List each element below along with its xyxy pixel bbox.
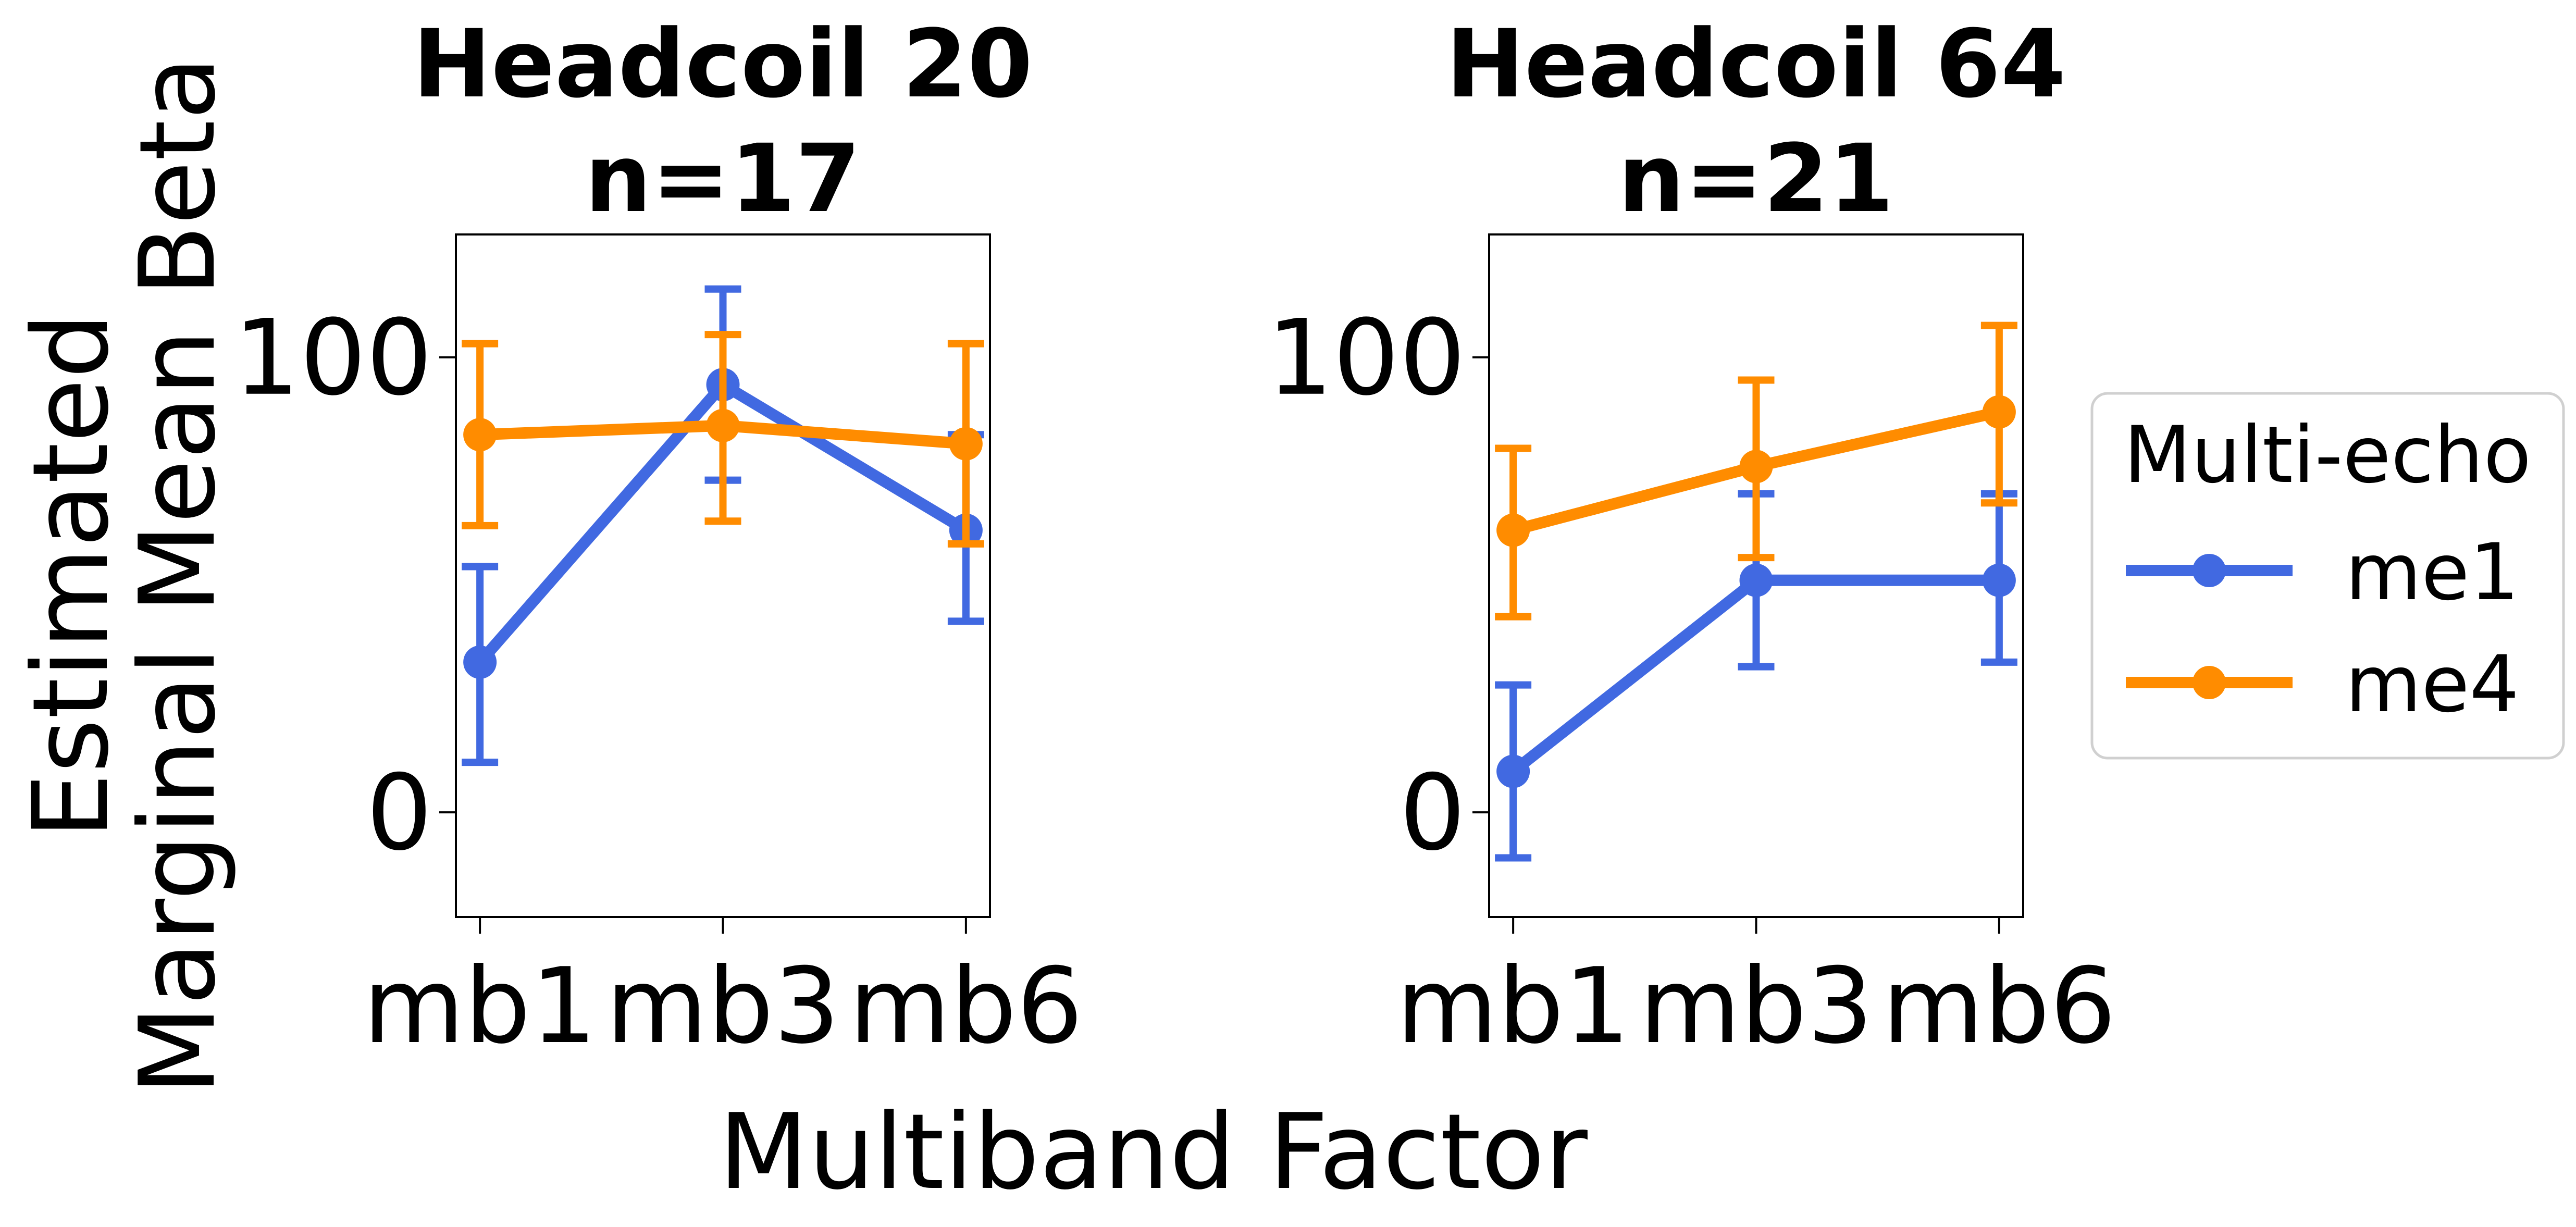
data-point-me4	[463, 418, 497, 452]
legend-entry-me1: me1	[2126, 527, 2519, 618]
data-point-me1	[463, 645, 497, 679]
legend: Multi-echo me1 me4	[2090, 392, 2565, 760]
data-point-me4	[1496, 513, 1530, 547]
legend-marker-me1	[2193, 554, 2226, 587]
y-axis-label-line1: Estimated	[10, 313, 132, 839]
data-point-me4	[1739, 450, 1773, 484]
data-marks	[1495, 321, 2017, 862]
legend-entry-me4: me4	[2126, 639, 2519, 730]
axis-ticks: 0 100 mb1 mb3 mb6	[233, 298, 1083, 1067]
y-tick-label: 100	[233, 298, 432, 419]
legend-label-me1: me1	[2345, 527, 2519, 618]
panel-title-line2: n=21	[1618, 125, 1893, 233]
data-point-me4	[706, 408, 740, 442]
data-point-me4	[949, 427, 983, 461]
x-tick-label: mb3	[606, 946, 840, 1067]
legend-label-me4: me4	[2345, 639, 2519, 730]
panel-title-line2: n=17	[585, 125, 860, 233]
y-tick-label: 0	[1400, 752, 1466, 874]
legend-title: Multi-echo	[2124, 410, 2531, 501]
panel-title-line1: Headcoil 20	[413, 10, 1033, 119]
data-point-me1	[1496, 754, 1530, 788]
data-point-me1	[1982, 563, 2016, 597]
data-point-me4	[1982, 395, 2016, 429]
panel-headcoil-20: Headcoil 20 n=17 0 100 mb1 mb3 mb6	[233, 10, 1083, 1067]
x-tick-label: mb6	[1882, 946, 2116, 1067]
x-tick-label: mb6	[849, 946, 1083, 1067]
legend-marker-me4	[2193, 666, 2226, 699]
panel-title-line1: Headcoil 64	[1446, 10, 2066, 119]
x-tick-label: mb1	[363, 946, 597, 1067]
x-axis-label: Multiband Factor	[719, 1092, 1588, 1213]
data-point-me1	[1739, 563, 1773, 597]
x-tick-label: mb1	[1396, 946, 1630, 1067]
y-tick-label: 0	[366, 752, 432, 874]
y-axis-label-line2: Marginal Mean Beta	[117, 56, 239, 1096]
panel-headcoil-64: Headcoil 64 n=21 0 100 mb1 mb3 mb6	[1267, 10, 2116, 1067]
data-marks	[462, 285, 984, 766]
axis-ticks: 0 100 mb1 mb3 mb6	[1267, 298, 2116, 1067]
x-tick-label: mb3	[1639, 946, 1873, 1067]
y-tick-label: 100	[1267, 298, 1466, 419]
